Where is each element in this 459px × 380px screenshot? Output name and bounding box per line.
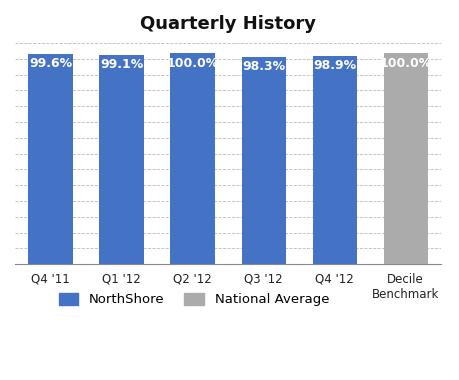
Bar (99, 55, 143, 264)
Text: 99.6%: 99.6% (29, 57, 72, 70)
Text: 99.1%: 99.1% (100, 59, 143, 71)
Bar (170, 54, 214, 264)
Text: 100.0%: 100.0% (166, 57, 218, 70)
Text: 98.9%: 98.9% (312, 59, 355, 72)
Bar (28, 54, 73, 264)
Bar (312, 56, 356, 264)
Bar (383, 54, 426, 264)
Legend: NorthShore, National Average: NorthShore, National Average (52, 287, 335, 313)
Text: 98.3%: 98.3% (241, 60, 285, 73)
Bar (241, 57, 285, 264)
Text: 100.0%: 100.0% (379, 57, 431, 70)
Title: Quarterly History: Quarterly History (140, 15, 315, 33)
